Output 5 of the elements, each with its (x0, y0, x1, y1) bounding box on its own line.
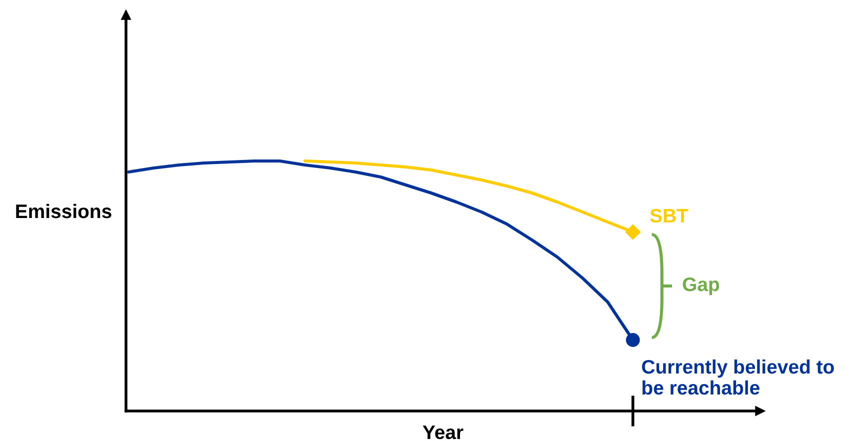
x-axis-title: Year (422, 426, 464, 440)
text: Gap (682, 277, 720, 296)
series-label: Currently believed to be reachable (642, 359, 834, 395)
y-axis-title: Emissions (16, 204, 112, 218)
series-label: SBT (650, 208, 688, 223)
